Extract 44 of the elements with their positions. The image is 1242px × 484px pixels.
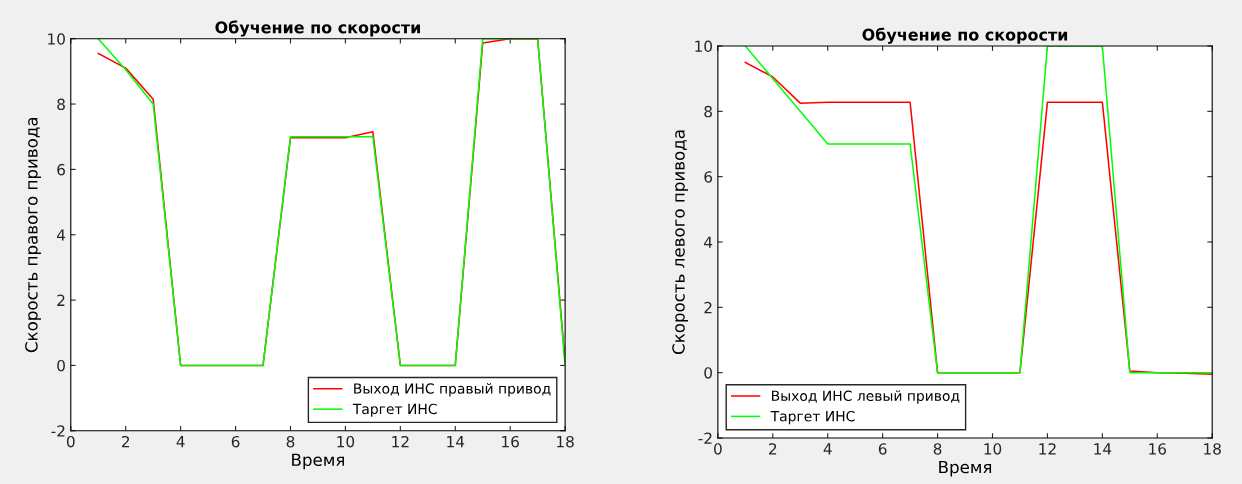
x-tick-label: 16 [502, 435, 519, 448]
x-tick-label: 8 [286, 435, 295, 448]
y-tick-label: 6 [704, 171, 713, 183]
x-axis-title: Время [292, 453, 344, 470]
x-tick-label: 0 [66, 435, 75, 448]
x-tick-label: 16 [1149, 443, 1167, 455]
y-tick-label: 2 [57, 294, 65, 306]
x-tick-label: 10 [984, 443, 1002, 455]
x-tick-label: 2 [769, 443, 777, 455]
y-tick-label: 6 [57, 163, 65, 176]
x-tick-label: 4 [823, 443, 832, 455]
legend-label: Выход ИНС правый привод [354, 383, 551, 397]
y-tick-label: 0 [57, 359, 65, 372]
y-tick-label: 10 [48, 33, 65, 45]
legend-label: Выход ИНС левый привод [772, 390, 960, 404]
x-tick-label: 10 [337, 435, 355, 448]
x-tick-label: 14 [1094, 443, 1112, 455]
y-tick-label: 2 [704, 301, 712, 314]
y-axis-title: Скорость правого привода [25, 117, 41, 353]
x-axis-title: Время [939, 460, 992, 477]
x-tick-label: 14 [447, 436, 465, 448]
x-tick-label: 6 [231, 435, 240, 448]
x-tick-label: 8 [933, 443, 942, 455]
x-tick-label: 2 [121, 435, 130, 448]
legend-label: Таргет ИНС [352, 403, 437, 417]
y-tick-label: 8 [704, 105, 712, 118]
y-tick-label: -2 [51, 425, 65, 437]
y-tick-label: 4 [56, 229, 66, 241]
y-tick-label: 4 [704, 236, 713, 248]
y-tick-label: 0 [704, 367, 712, 379]
legend-label: Таргет ИНС [770, 410, 855, 425]
x-tick-label: 18 [557, 435, 574, 448]
x-tick-label: 0 [714, 443, 722, 455]
x-tick-label: 6 [878, 443, 887, 455]
y-tick-label: -2 [698, 432, 712, 444]
x-tick-label: 12 [1039, 443, 1056, 455]
x-tick-label: 18 [1204, 443, 1221, 455]
chart-title: Обучение по скорости [862, 27, 1068, 44]
y-tick-label: 8 [57, 98, 65, 111]
y-tick-label: 10 [695, 40, 712, 52]
chart-title: Обучение по скорости [215, 20, 420, 37]
x-tick-label: 12 [392, 435, 409, 448]
x-tick-label: 4 [176, 436, 185, 448]
y-axis-title: Скорость левого привода [672, 130, 689, 355]
